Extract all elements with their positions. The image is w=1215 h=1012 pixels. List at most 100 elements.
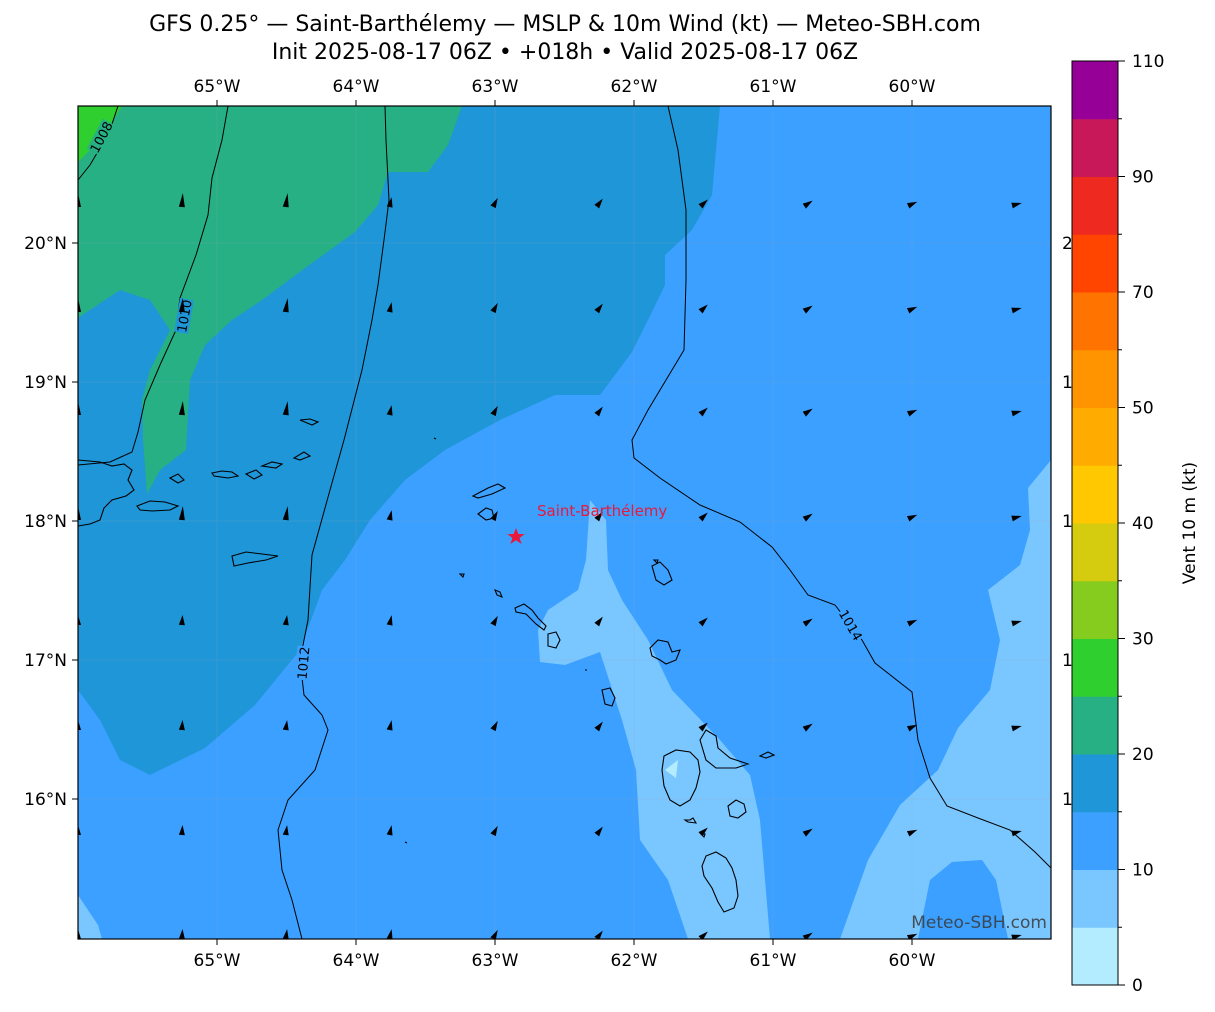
wind-arrow (78, 506, 81, 520)
wind-arrow (594, 721, 603, 732)
colorbar-bin (1072, 176, 1118, 235)
montserrat-island (601, 687, 616, 707)
virgin-gorda-island (292, 451, 312, 461)
st-croix-island (231, 551, 279, 567)
wind-arrow (178, 401, 185, 416)
wind-arrow (594, 826, 603, 837)
saint-barthelemy-star-marker[interactable] (507, 528, 525, 544)
graticule (78, 106, 1051, 939)
lon-label-top: 60°W (889, 77, 936, 97)
colorbar-bin (1072, 927, 1118, 986)
colorbar-bin (1072, 349, 1118, 408)
wind-arrow (698, 931, 708, 939)
isobar-label-1012: 1012 (296, 646, 314, 680)
isle-dot-1 (699, 833, 706, 839)
lon-label-top: 62°W (611, 77, 658, 97)
colorbar-tick-label: 90 (1132, 168, 1154, 188)
wind-arrow (490, 720, 498, 732)
wind-arrow (178, 720, 185, 731)
wind-arrow (490, 615, 498, 627)
map-frame (77, 105, 1052, 940)
isle-dot-3 (433, 437, 437, 440)
wind-arrow (490, 825, 498, 837)
lon-label-top: 65°W (194, 77, 241, 97)
wind-barbs (78, 193, 1022, 939)
wind-arrow (490, 302, 498, 314)
wind-arrow (698, 304, 708, 314)
guadeloupe-islands (649, 639, 681, 665)
wind-arrow (594, 930, 603, 939)
basse-terre-island (661, 749, 701, 807)
wind-arrow (282, 929, 289, 939)
la-desirade-island (758, 751, 776, 759)
wind-arrow (178, 506, 185, 521)
anegada-island (299, 418, 320, 426)
colorbar-tick-label: 10 (1132, 861, 1154, 881)
wind-arrow (386, 929, 393, 939)
wind-arrow (178, 298, 185, 313)
lat-label-right: 1 (1062, 512, 1073, 532)
antigua-island (651, 561, 673, 586)
colorbar-tick-label: 70 (1132, 283, 1154, 303)
latitude-labels: 20°N 19°N 18°N 17°N 16°N (24, 234, 67, 810)
wind-arrow (594, 303, 603, 314)
wind-speed-colorbar (1072, 61, 1118, 986)
lon-label-bottom: 64°W (333, 951, 380, 971)
colorbar-tick-label: 50 (1132, 399, 1154, 419)
wind-band-0-5 (665, 760, 678, 778)
lon-label-bottom: 65°W (194, 951, 241, 971)
wind-arrow (906, 724, 918, 732)
wind-band-5-10 (538, 500, 770, 939)
saba-island (458, 573, 465, 579)
wind-arrow (282, 615, 289, 626)
colorbar-tick-label: 0 (1132, 976, 1143, 996)
wind-band-20-25 (78, 106, 462, 494)
colorbar-ticks: 0 10 20 30 40 50 70 90 110 (1118, 52, 1164, 996)
les-saintes-island (683, 817, 698, 824)
wind-arrow (282, 193, 289, 208)
wind-arrow (1011, 620, 1022, 627)
wind-arrow (1011, 202, 1022, 209)
wind-arrow (1011, 830, 1022, 837)
colorbar-tick-label: 110 (1132, 52, 1164, 72)
wind-arrow (802, 723, 813, 732)
wind-arrow (698, 199, 708, 209)
colorbar-bin (1072, 234, 1118, 293)
wind-arrow (282, 401, 289, 416)
wind-arrow (78, 193, 81, 207)
culebra-island (168, 473, 185, 484)
saint-barthelemy-label: Saint-Barthélemy (537, 502, 667, 520)
st-martin-island (477, 507, 495, 521)
wind-arrow (1011, 410, 1022, 417)
wind-arrow (78, 401, 81, 415)
colorbar-bin (1072, 465, 1118, 524)
wind-arrow (78, 929, 81, 939)
lat-label: 18°N (24, 512, 67, 532)
colorbar-bin (1072, 118, 1118, 177)
lat-label-right: 1 (1062, 373, 1073, 393)
colorbar-label: Vent 10 m (kt) (1180, 462, 1200, 584)
nevis-island (547, 631, 561, 649)
wind-arrow (490, 929, 498, 939)
colorbar-bin (1072, 61, 1118, 120)
wind-arrow (802, 408, 813, 417)
coastlines (78, 418, 776, 913)
wind-arrow (802, 200, 813, 209)
barbuda-island (652, 559, 659, 565)
lon-label-top: 63°W (472, 77, 519, 97)
wind-arrow (386, 197, 393, 208)
wind-arrow (78, 298, 81, 312)
colorbar-bin (1072, 754, 1118, 813)
wind-arrow (386, 825, 393, 836)
wind-arrow (906, 829, 918, 837)
lat-label: 16°N (24, 790, 67, 810)
lat-label: 17°N (24, 651, 67, 671)
wind-arrow (698, 407, 708, 417)
wind-arrow (282, 825, 289, 836)
lon-label-bottom: 61°W (750, 951, 797, 971)
wind-band-5-10-east (840, 460, 1051, 939)
chart-title: GFS 0.25° — Saint-Barthélemy — MSLP & 10… (149, 12, 981, 37)
wind-arrow (386, 302, 393, 313)
st-kitts-nevis-island (514, 603, 547, 631)
wind-arrow (78, 615, 81, 625)
